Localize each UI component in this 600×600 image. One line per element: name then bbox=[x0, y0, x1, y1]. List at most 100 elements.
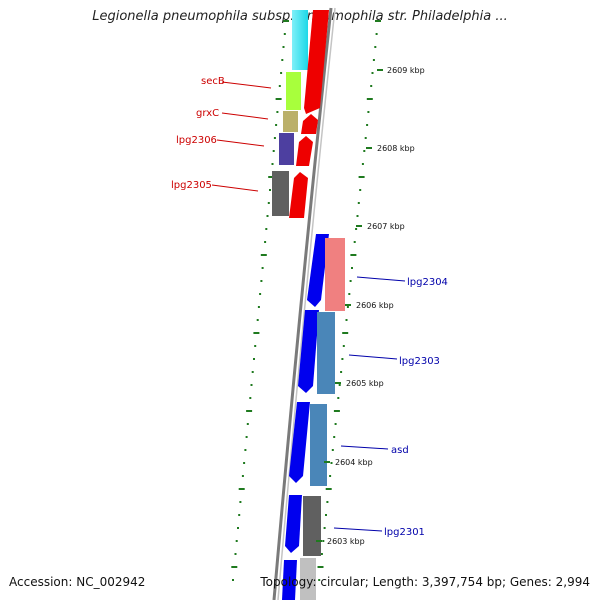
ring-dot bbox=[325, 488, 332, 490]
ring-dot bbox=[366, 98, 373, 100]
forward-arrow-lpg2301 bbox=[285, 495, 302, 553]
ring-dot bbox=[371, 72, 374, 74]
ring-dot bbox=[323, 527, 326, 529]
ring-dot bbox=[366, 124, 369, 126]
backbone-inner bbox=[277, 7, 336, 600]
ring-dot bbox=[353, 241, 356, 243]
ring-dot bbox=[326, 501, 329, 503]
ring-dot bbox=[348, 293, 351, 295]
ring-dot bbox=[282, 46, 285, 48]
ring-dot bbox=[260, 254, 267, 256]
reverse-arrow-secB bbox=[304, 10, 329, 114]
ring-dot bbox=[283, 20, 289, 22]
forward-gene-labels: lpg2304 lpg2303 asd lpg2301 bbox=[333, 276, 448, 538]
tick-label: 2609 kbp bbox=[387, 66, 425, 75]
ring-dot bbox=[345, 319, 348, 321]
ring-dot bbox=[234, 553, 237, 555]
ring-dot bbox=[246, 423, 249, 425]
ring-dot bbox=[253, 332, 260, 334]
ring-dot bbox=[260, 280, 263, 282]
tick-label: 2604 kbp bbox=[335, 458, 373, 467]
ring-dot bbox=[333, 436, 336, 438]
ring-dot bbox=[317, 566, 324, 568]
ring-dot bbox=[231, 566, 238, 568]
ring-dot bbox=[363, 150, 366, 152]
ring-dot bbox=[265, 228, 268, 230]
ring-dot bbox=[342, 332, 349, 334]
ring-dot bbox=[330, 462, 333, 464]
ring-dot bbox=[359, 189, 362, 191]
forward-arrow-lpg2304 bbox=[307, 234, 329, 307]
tick-label: 2608 kbp bbox=[377, 144, 415, 153]
ring-dot bbox=[237, 527, 239, 529]
tick-label: 2606 kbp bbox=[356, 301, 394, 310]
ring-dot bbox=[272, 150, 275, 152]
ring-dot bbox=[320, 553, 323, 555]
ring-dot bbox=[361, 163, 364, 165]
reverse-arrow-lpg2306 bbox=[296, 136, 313, 166]
ring-dot bbox=[267, 202, 270, 204]
ring-dot bbox=[257, 306, 260, 308]
cog-block-grxC bbox=[283, 111, 298, 132]
cog-block-asd bbox=[310, 404, 327, 486]
tick-label: 2605 kbp bbox=[346, 379, 384, 388]
ring-dot bbox=[266, 215, 269, 217]
ring-dot bbox=[238, 488, 245, 490]
ring-dot bbox=[329, 475, 332, 477]
ring-dot bbox=[351, 267, 353, 269]
reverse-arrow-grxC bbox=[301, 114, 318, 134]
gene-label-lpg2301: lpg2301 bbox=[384, 527, 425, 538]
ring-dot bbox=[334, 423, 337, 425]
ring-dot bbox=[281, 59, 284, 61]
tick-label: 2603 kbp bbox=[327, 537, 365, 546]
ring-dot bbox=[338, 384, 341, 386]
ring-dot bbox=[245, 436, 248, 438]
ring-dot bbox=[349, 280, 352, 282]
ring-dot bbox=[374, 46, 377, 48]
gene-label-lpg2303: lpg2303 bbox=[399, 356, 440, 367]
genome-stats-label: Topology: circular; Length: 3,397,754 bp… bbox=[260, 575, 590, 589]
ring-dot bbox=[264, 241, 267, 243]
ring-dot bbox=[375, 33, 378, 35]
ring-dot bbox=[273, 137, 276, 139]
reverse-arrow-lpg2305 bbox=[289, 172, 308, 218]
gene-label-lpg2305: lpg2305 bbox=[171, 180, 212, 191]
cog-block-lpg2304 bbox=[325, 238, 345, 311]
ring-dot bbox=[283, 33, 286, 35]
ring-dot bbox=[249, 397, 252, 399]
ring-dot bbox=[239, 501, 242, 503]
ring-dot bbox=[235, 540, 238, 542]
scale-ticks: 2609 kbp 2608 kbp 2607 kbp 2606 kbp 2605… bbox=[316, 66, 425, 546]
ring-dot bbox=[243, 462, 246, 464]
ring-dot bbox=[331, 449, 334, 451]
ring-dot bbox=[275, 98, 282, 100]
ring-dot bbox=[256, 319, 259, 321]
cog-block-lpg2306 bbox=[279, 133, 294, 165]
gene-label-asd: asd bbox=[391, 445, 409, 456]
ring-dot bbox=[271, 163, 274, 165]
ring-dot bbox=[333, 410, 340, 412]
tick-label: 2607 kbp bbox=[367, 222, 405, 231]
ring-dot bbox=[261, 267, 264, 269]
cog-block-cyan bbox=[292, 10, 308, 70]
cog-block-partial bbox=[300, 558, 316, 600]
ring-dot bbox=[250, 384, 253, 386]
ring-dot bbox=[355, 228, 358, 230]
cog-block-lpg2303 bbox=[317, 312, 335, 394]
gene-label-lpg2304: lpg2304 bbox=[407, 277, 448, 288]
ring-dot bbox=[269, 189, 271, 191]
gene-label-secB: secB bbox=[201, 76, 225, 87]
ring-dot bbox=[372, 59, 375, 61]
ring-dot bbox=[370, 85, 373, 87]
accession-label: Accession: NC_002942 bbox=[9, 575, 146, 589]
ring-dot bbox=[253, 358, 255, 360]
ring-dot bbox=[341, 358, 344, 360]
ring-dot bbox=[357, 202, 360, 204]
ring-dot bbox=[246, 410, 253, 412]
ring-dot bbox=[356, 215, 359, 217]
backbone-outer bbox=[272, 7, 333, 600]
ring-dot bbox=[275, 124, 278, 126]
ring-dot bbox=[232, 579, 234, 581]
ring-dot bbox=[251, 371, 254, 373]
